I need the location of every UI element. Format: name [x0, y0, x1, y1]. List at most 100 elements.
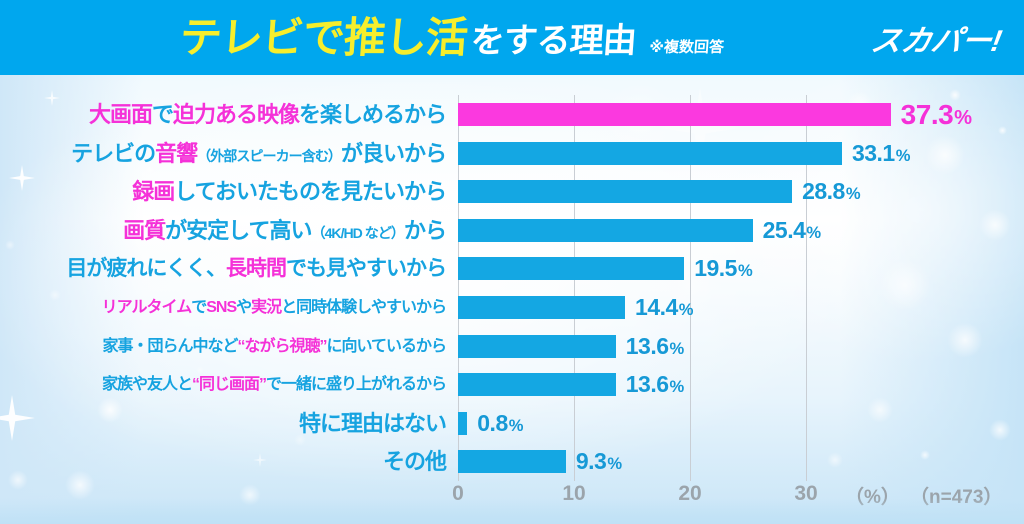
category-label: 録画しておいたものを見たいから: [0, 172, 447, 211]
label-segment: 録画: [132, 179, 175, 205]
category-label: 大画面で迫力ある映像を楽しめるから: [0, 95, 447, 134]
bar: [458, 411, 468, 435]
label-segment: で: [191, 299, 207, 316]
gridline: [806, 95, 807, 481]
bar-area: 25.4%: [458, 211, 1024, 250]
label-segment: 目が疲れにくく、: [66, 257, 227, 281]
label-segment: 特に理由はない: [298, 410, 447, 436]
value-label: 9.3%: [576, 442, 622, 481]
percent-sign: %: [954, 107, 972, 129]
value-label: 37.3%: [901, 95, 972, 134]
label-segment: （外部スピーカー含む）: [197, 147, 342, 164]
bokeh-dot: [196, 366, 204, 374]
percent-sign: %: [806, 222, 821, 242]
chart-row: 目が疲れにくく、長時間でも見やすいから 19.5%: [0, 249, 1024, 288]
chart-row: 録画しておいたものを見たいから 28.8%: [0, 172, 1024, 211]
value-number: 14.4: [635, 294, 678, 320]
value-label: 33.1%: [852, 134, 910, 173]
bokeh-dot: [867, 397, 893, 423]
value-number: 0.8: [477, 409, 508, 436]
chart-row: テレビの音響（外部スピーカー含む）が良いから 33.1%: [0, 134, 1024, 173]
label-segment: に向いているから: [326, 337, 447, 355]
value-label: 13.6%: [626, 365, 684, 404]
value-number: 33.1: [851, 139, 895, 166]
chart-row: 大画面で迫力ある映像を楽しめるから 37.3%: [0, 95, 1024, 134]
label-segment: が良いから: [340, 140, 447, 166]
gridline: [690, 95, 691, 481]
category-label: 家事・団らん中など“ながら視聴”に向いているから: [0, 327, 447, 366]
bar: [458, 373, 616, 397]
percent-sign: %: [669, 338, 685, 358]
x-tick-label: 0: [452, 482, 464, 505]
bar-area: 19.5%: [458, 249, 1024, 288]
percent-sign: %: [669, 377, 685, 397]
label-segment: 迫力ある映像: [172, 102, 300, 127]
label-segment: 画質: [123, 217, 166, 243]
chart-row: 特に理由はない 0.8%: [0, 404, 1024, 443]
value-number: 13.6: [625, 332, 669, 359]
value-label: 0.8%: [477, 404, 523, 443]
bar-area: 9.3%: [458, 442, 1024, 481]
percent-sign: %: [737, 261, 753, 281]
label-segment: 大画面: [88, 102, 153, 127]
label-segment: リアルタイム: [101, 299, 193, 316]
label-segment: SNS: [206, 299, 237, 316]
label-segment: 家族や友人と: [101, 376, 193, 394]
chart-row: その他 9.3%: [0, 442, 1024, 481]
bokeh-dot: [979, 209, 1011, 241]
bar: [458, 450, 566, 474]
category-label: その他: [0, 442, 447, 481]
gridline: [574, 95, 575, 481]
bar: [458, 296, 626, 319]
value-number: 13.6: [625, 371, 669, 398]
category-label: リアルタイムでSNSや実況と同時体験しやすいから: [0, 288, 447, 327]
chart-row: 家事・団らん中など“ながら視聴”に向いているから 13.6%: [0, 327, 1024, 366]
bar: [458, 103, 891, 126]
value-number: 25.4: [762, 216, 806, 243]
bokeh-dot: [5, 240, 15, 250]
label-segment: 家事・団らん中など: [102, 337, 238, 355]
bar-area: 33.1%: [458, 134, 1024, 173]
bar-area: 28.8%: [458, 172, 1024, 211]
bokeh-dot: [294, 434, 306, 446]
bokeh-dot: [920, 450, 930, 460]
bokeh-dot: [65, 470, 95, 500]
label-segment: でも見やすいから: [286, 257, 447, 281]
bokeh-dot: [8, 470, 28, 490]
percent-sign: %: [845, 184, 861, 204]
bokeh-dot: [989, 419, 1011, 441]
label-segment: や: [236, 299, 252, 316]
gridline: [458, 95, 459, 481]
chart-row: 画質が安定して高い（4K/HD など）から 25.4%: [0, 211, 1024, 250]
bar: [458, 180, 793, 204]
category-label: 目が疲れにくく、長時間でも見やすいから: [0, 249, 447, 288]
bokeh-dot: [949, 89, 961, 101]
value-number: 19.5: [694, 255, 737, 282]
value-label: 13.6%: [626, 327, 684, 366]
label-segment: と同時体験しやすいから: [281, 299, 447, 316]
bar-area: 37.3%: [458, 95, 1024, 134]
percent-sign: %: [607, 454, 622, 474]
bottom-fade: [0, 498, 1024, 524]
percent-sign: %: [895, 145, 911, 165]
category-label: 特に理由はない: [0, 404, 447, 443]
value-label: 19.5%: [694, 249, 752, 288]
label-segment: 長時間: [226, 257, 287, 281]
chart-row: リアルタイムでSNSや実況と同時体験しやすいから 14.4%: [0, 288, 1024, 327]
bokeh-dot: [997, 125, 1007, 135]
label-segment: 実況: [251, 299, 282, 316]
category-label: 画質が安定して高い（4K/HD など）から: [0, 211, 447, 250]
bokeh-dot: [827, 452, 843, 468]
value-label: 28.8%: [802, 172, 860, 211]
label-segment: で一緒に盛り上がれるから: [265, 376, 447, 394]
chart-rows: 大画面で迫力ある映像を楽しめるから 37.3% テレビの音響（外部スピーカー含む…: [0, 95, 1024, 481]
bokeh-dot: [49, 289, 61, 301]
bokeh-dot: [947, 322, 983, 358]
category-label: 家族や友人と“同じ画面”で一緒に盛り上がれるから: [0, 365, 447, 404]
bar-area: 0.8%: [458, 404, 1024, 443]
label-segment: を楽しめるから: [298, 102, 447, 127]
value-number: 28.8: [802, 178, 845, 205]
label-segment: その他: [382, 449, 447, 475]
bar: [458, 334, 616, 358]
header: テレビで推し活 をする理由 ※複数回答 スカパー!: [0, 0, 1024, 75]
